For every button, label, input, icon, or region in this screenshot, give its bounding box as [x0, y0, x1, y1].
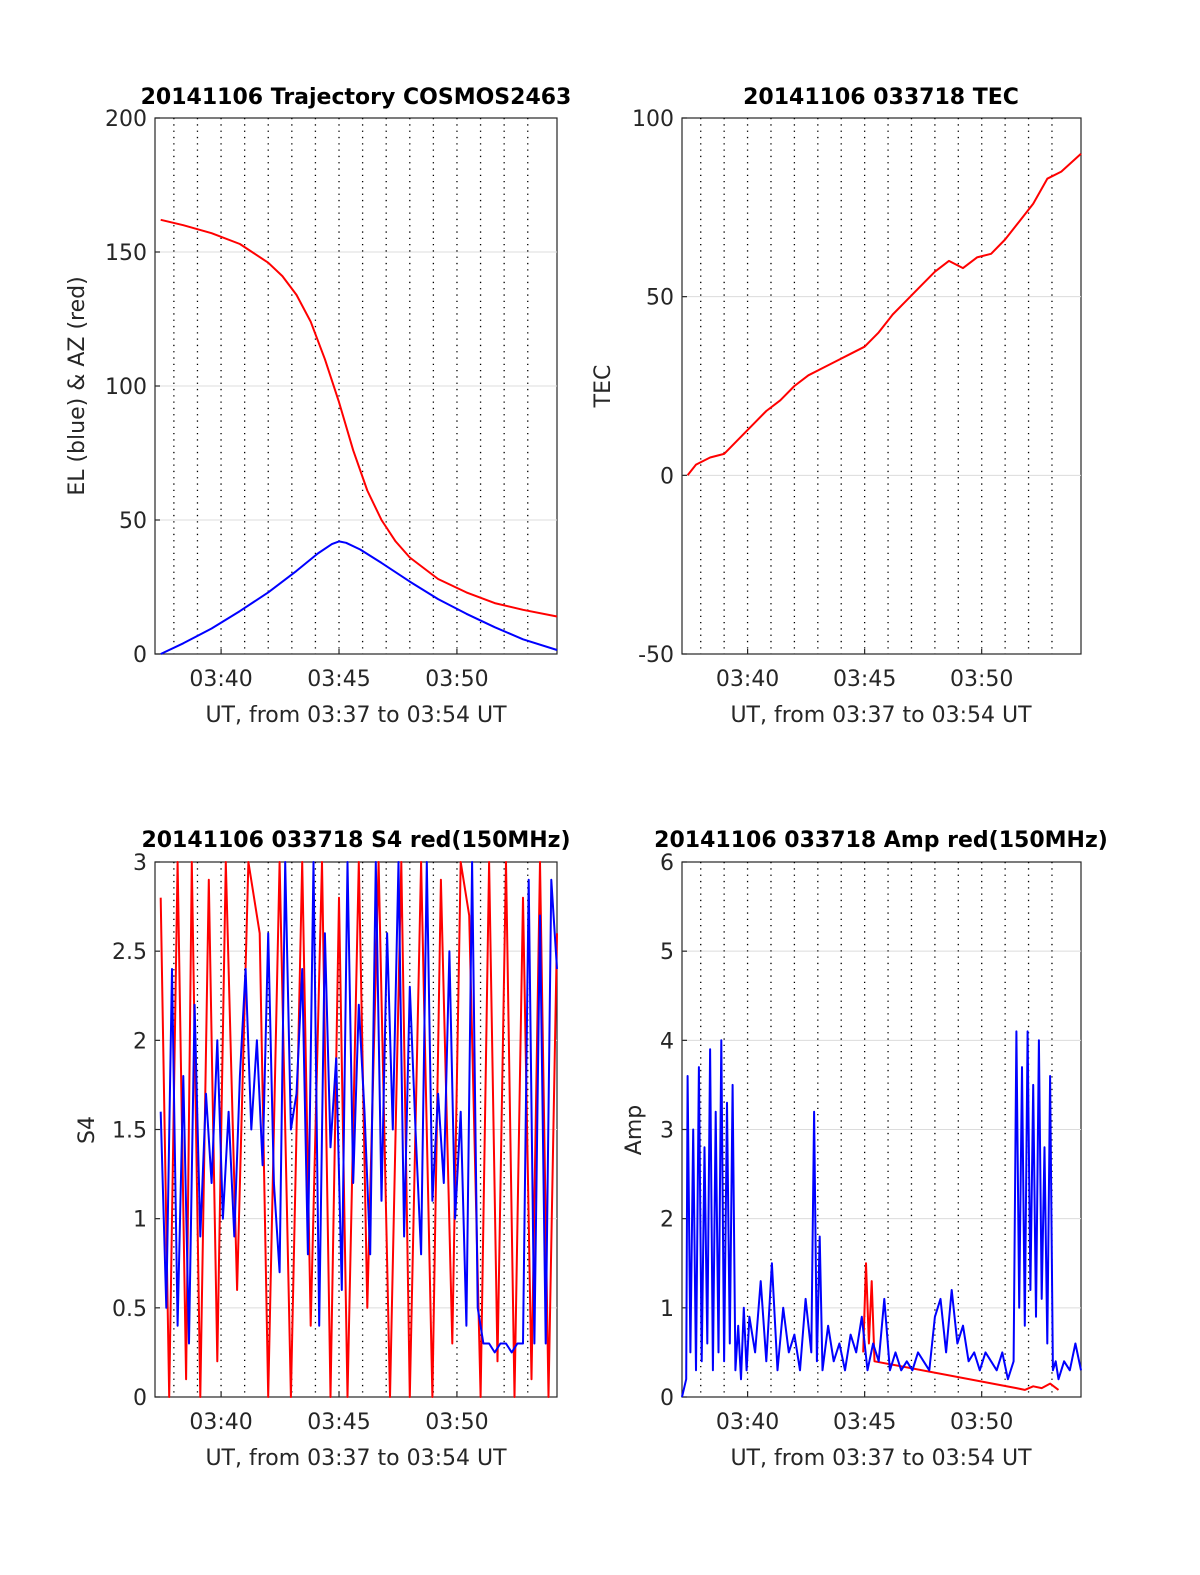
x-tick-label: 03:40 — [189, 1410, 252, 1435]
y-tick-label: 150 — [105, 241, 147, 266]
x-axis-label: UT, from 03:37 to 03:54 UT — [730, 703, 1032, 728]
y-tick-label: 2 — [660, 1208, 674, 1233]
y-axis-label: Amp — [622, 1105, 647, 1155]
y-axis-label: S4 — [75, 1116, 100, 1144]
series-lines — [686, 152, 1082, 476]
series-line-0 — [862, 1262, 1060, 1391]
series-lines — [159, 861, 558, 1398]
y-tick-label: 2 — [133, 1029, 147, 1054]
x-axis-label: UT, from 03:37 to 03:54 UT — [205, 1446, 507, 1471]
y-tick-label: 0 — [660, 464, 674, 489]
series-line-0 — [686, 152, 1082, 476]
y-tick-label: 2.5 — [112, 940, 147, 965]
ticks: 0 0.5 1 1.5 2 2.5 3 03:40 03:45 03:50 — [112, 851, 489, 1435]
plot-area — [681, 117, 1082, 655]
y-tick-label: 100 — [632, 107, 674, 132]
y-tick-label: 1.5 — [112, 1119, 147, 1144]
y-tick-label: 200 — [105, 107, 147, 132]
x-axis-label: UT, from 03:37 to 03:54 UT — [205, 703, 507, 728]
y-tick-label: -50 — [638, 643, 674, 668]
y-tick-label: 6 — [660, 851, 674, 876]
x-tick-label: 03:45 — [833, 1410, 896, 1435]
chart-title: 20141106 033718 Amp red(150MHz) — [654, 828, 1108, 853]
tec-panel: -50 0 50 100 03:40 03:45 03:50 20141106 033718… — [591, 85, 1082, 728]
x-axis-label: UT, from 03:37 to 03:54 UT — [730, 1446, 1032, 1471]
y-tick-label: 5 — [660, 940, 674, 965]
x-tick-label: 03:40 — [189, 667, 252, 692]
y-tick-label: 3 — [660, 1119, 674, 1144]
series-lines — [160, 218, 558, 655]
grid — [155, 118, 557, 654]
chart-title: 20141106 033718 TEC — [743, 85, 1019, 110]
y-tick-label: 4 — [660, 1029, 674, 1054]
ticks: 0 50 100 150 200 03:40 03:45 03:50 — [105, 107, 489, 692]
y-tick-label: 3 — [133, 851, 147, 876]
x-tick-label: 03:45 — [833, 667, 896, 692]
y-tick-label: 100 — [105, 375, 147, 400]
x-tick-label: 03:50 — [425, 1410, 488, 1435]
y-tick-label: 1 — [660, 1297, 674, 1322]
y-tick-label: 0 — [133, 643, 147, 668]
amp-panel: 0 1 2 3 4 5 6 03:40 03:45 03:50 20141106 033718 A… — [622, 828, 1108, 1471]
y-tick-label: 0.5 — [112, 1297, 147, 1322]
y-tick-label: 0 — [660, 1386, 674, 1411]
x-tick-label: 03:50 — [425, 667, 488, 692]
y-axis-label: TEC — [591, 365, 616, 409]
x-tick-label: 03:45 — [307, 1410, 370, 1435]
x-tick-label: 03:40 — [716, 1410, 779, 1435]
series-lines — [681, 1030, 1082, 1398]
y-axis-label: EL (blue) & AZ (red) — [65, 276, 90, 495]
ticks: 0 1 2 3 4 5 6 03:40 03:45 03:50 — [660, 851, 1013, 1435]
chart-title: 20141106 Trajectory COSMOS2463 — [141, 85, 572, 110]
series-line-1 — [160, 540, 558, 655]
grid — [682, 118, 1081, 654]
ticks: -50 0 50 100 03:40 03:45 03:50 — [632, 107, 1013, 692]
x-tick-label: 03:45 — [307, 667, 370, 692]
series-line-0 — [160, 218, 558, 618]
series-line-1 — [681, 1030, 1082, 1398]
y-tick-label: 50 — [119, 509, 147, 534]
trajectory-panel: 0 50 100 150 200 03:40 03:45 03:50 20141106 Tra… — [65, 85, 571, 728]
y-tick-label: 50 — [646, 286, 674, 311]
x-tick-label: 03:50 — [950, 667, 1013, 692]
y-tick-label: 1 — [133, 1208, 147, 1233]
series-line-0 — [159, 861, 558, 1398]
x-tick-label: 03:50 — [950, 1410, 1013, 1435]
series-line-1 — [159, 861, 558, 1354]
x-tick-label: 03:40 — [716, 667, 779, 692]
s4-panel: 0 0.5 1 1.5 2 2.5 3 03:40 03:45 03:50 20141106 03… — [75, 828, 571, 1471]
chart-title: 20141106 033718 S4 red(150MHz) — [141, 828, 570, 853]
y-tick-label: 0 — [133, 1386, 147, 1411]
